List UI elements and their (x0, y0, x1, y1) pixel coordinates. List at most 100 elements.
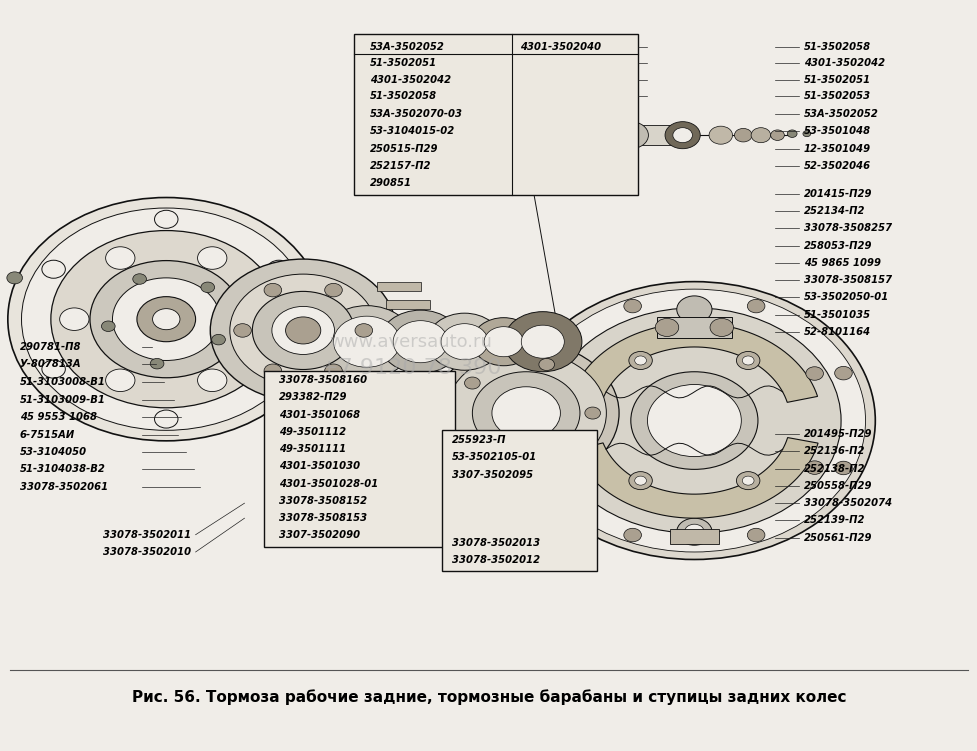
Text: 33078-3508160: 33078-3508160 (278, 375, 366, 385)
Text: 51-3501035: 51-3501035 (803, 309, 871, 320)
Text: 33078-3502013: 33078-3502013 (451, 538, 539, 548)
Text: 33078-3502061: 33078-3502061 (20, 482, 107, 493)
Bar (513, 122, 630, 149)
Bar (354, 34, 637, 195)
Circle shape (7, 272, 22, 284)
Text: 51-3103008-В1: 51-3103008-В1 (20, 377, 106, 388)
Bar (391, 317, 435, 326)
Circle shape (584, 407, 600, 419)
Circle shape (742, 356, 753, 365)
Text: 33078-3508157: 33078-3508157 (803, 275, 891, 285)
Circle shape (393, 321, 447, 363)
Circle shape (197, 369, 227, 391)
Circle shape (319, 306, 413, 378)
Circle shape (464, 377, 480, 389)
Circle shape (634, 356, 646, 365)
Text: 290781-П8: 290781-П8 (20, 342, 81, 352)
Circle shape (623, 300, 641, 313)
Circle shape (60, 308, 89, 330)
Circle shape (154, 410, 178, 428)
Circle shape (230, 274, 376, 387)
Circle shape (833, 366, 851, 380)
Circle shape (106, 247, 135, 270)
Circle shape (565, 461, 582, 475)
Text: 4301-3501068: 4301-3501068 (278, 409, 360, 420)
Text: 51-3104038-В2: 51-3104038-В2 (20, 464, 106, 475)
Circle shape (709, 318, 733, 336)
Circle shape (802, 131, 810, 137)
Circle shape (536, 461, 554, 475)
Circle shape (734, 128, 751, 142)
Circle shape (137, 297, 195, 342)
Circle shape (106, 369, 135, 391)
Circle shape (51, 231, 281, 408)
Text: 53А-3502052: 53А-3502052 (369, 41, 445, 52)
Circle shape (324, 283, 342, 297)
Circle shape (521, 325, 564, 358)
Text: Рис. 56. Тормоза рабочие задние, тормозные барабаны и ступицы задних колес: Рис. 56. Тормоза рабочие задние, тормозн… (132, 689, 845, 704)
Circle shape (427, 313, 501, 370)
Text: 53-3104015-02: 53-3104015-02 (369, 126, 454, 137)
Circle shape (472, 318, 534, 366)
Circle shape (252, 291, 354, 369)
Text: У-807813А: У-807813А (20, 359, 81, 369)
Circle shape (442, 122, 477, 149)
Circle shape (746, 528, 764, 541)
Circle shape (672, 128, 692, 143)
Text: 4301-3501030: 4301-3501030 (278, 461, 360, 472)
Text: 252138-П2: 252138-П2 (803, 463, 865, 474)
Circle shape (243, 308, 273, 330)
Circle shape (495, 122, 531, 149)
Circle shape (513, 282, 874, 559)
Circle shape (630, 372, 757, 469)
Circle shape (634, 476, 646, 485)
Circle shape (750, 128, 770, 143)
Text: 51-3502058: 51-3502058 (803, 41, 871, 52)
Circle shape (197, 247, 227, 270)
Bar (376, 282, 420, 291)
Circle shape (210, 259, 396, 402)
Circle shape (472, 372, 579, 454)
Circle shape (742, 476, 753, 485)
Circle shape (264, 283, 281, 297)
Text: 53-3501048: 53-3501048 (803, 126, 871, 137)
Polygon shape (573, 438, 817, 518)
Circle shape (676, 518, 711, 545)
Text: 4301-3501028-01: 4301-3501028-01 (278, 478, 377, 489)
Text: 33078-3508257: 33078-3508257 (803, 223, 891, 234)
Circle shape (623, 528, 641, 541)
Text: 201495-П29: 201495-П29 (803, 429, 871, 439)
Text: 53-3502105-01: 53-3502105-01 (451, 452, 536, 463)
Text: 33078-3508153: 33078-3508153 (278, 513, 366, 523)
Bar (264, 371, 454, 547)
Circle shape (272, 306, 334, 354)
Circle shape (21, 208, 311, 430)
Circle shape (200, 282, 214, 293)
Circle shape (628, 351, 652, 369)
Circle shape (152, 309, 180, 330)
Circle shape (538, 456, 554, 468)
Circle shape (547, 308, 840, 533)
Circle shape (770, 130, 784, 140)
Circle shape (264, 364, 281, 378)
Text: 4301-3502042: 4301-3502042 (369, 74, 450, 85)
Text: 252157-П2: 252157-П2 (369, 161, 431, 171)
Circle shape (379, 310, 461, 373)
Bar (389, 339, 433, 348)
Circle shape (736, 472, 759, 490)
Bar (442, 430, 596, 571)
Circle shape (491, 387, 560, 439)
Circle shape (833, 461, 851, 475)
Circle shape (333, 316, 400, 367)
Circle shape (664, 122, 700, 149)
Text: 252134-П2: 252134-П2 (803, 206, 865, 216)
Circle shape (211, 334, 225, 345)
Circle shape (446, 351, 606, 475)
Circle shape (112, 278, 220, 360)
Text: 51-3502051: 51-3502051 (803, 74, 871, 85)
Text: 3307-3502090: 3307-3502090 (278, 530, 360, 541)
Circle shape (536, 366, 554, 380)
Text: 33078-3502010: 33078-3502010 (103, 547, 191, 557)
Text: www.aversauto.ru: www.aversauto.ru (329, 333, 491, 351)
Circle shape (805, 366, 823, 380)
